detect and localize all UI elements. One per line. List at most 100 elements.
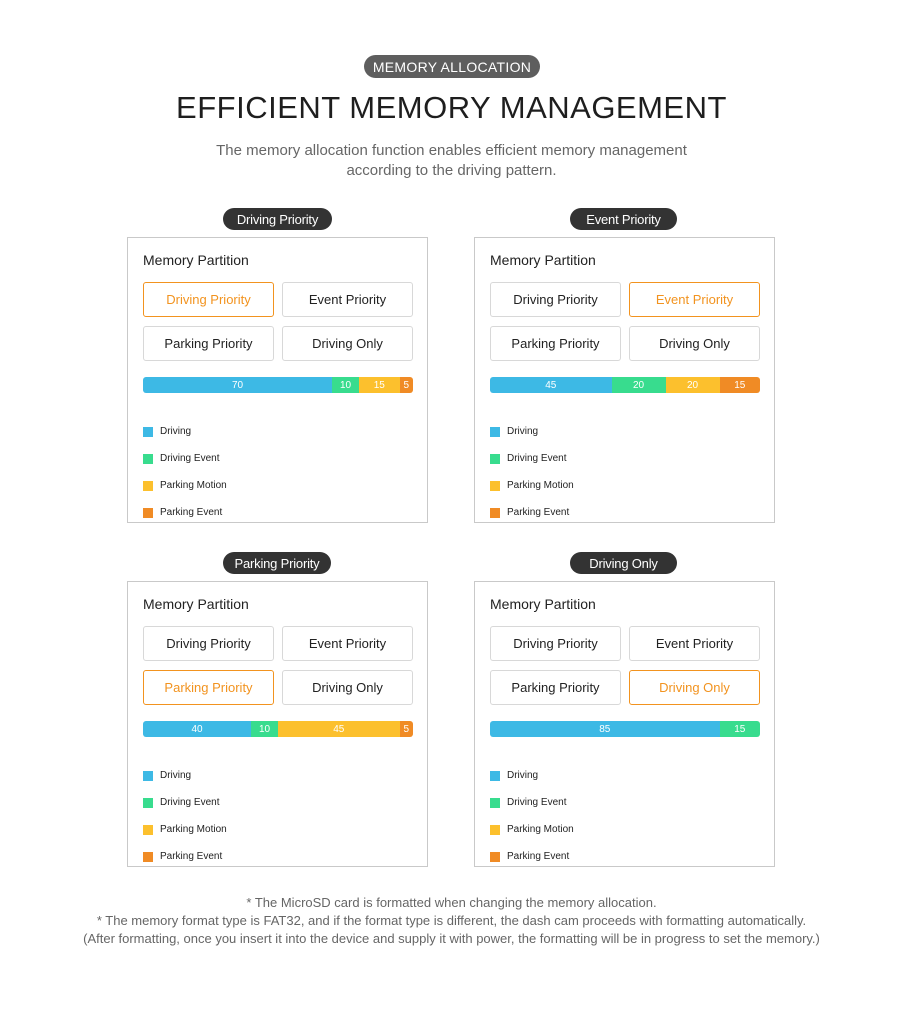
legend-swatch [490,507,500,518]
card-title: Memory Partition [143,596,249,612]
bar-segment-parking-motion: 45 [278,721,400,737]
legend: Driving Driving Event Parking Motion Parkin… [490,762,574,870]
legend-label: Parking Motion [507,480,574,491]
bar-segment-driving-event: 10 [332,377,359,393]
option-event-priority-button[interactable]: Event Priority [282,282,413,317]
option-driving-priority-button[interactable]: Driving Priority [490,626,621,661]
legend-swatch [490,426,500,437]
legend-item-driving-event: Driving Event [490,789,574,816]
card-title: Memory Partition [490,596,596,612]
legend-swatch [143,426,153,437]
legend-swatch [143,851,153,862]
legend-label: Driving Event [507,453,567,464]
legend-swatch [143,507,153,518]
allocation-bar: 85 15 [490,721,760,737]
legend-label: Driving [507,770,539,781]
bar-segment-driving-event: 20 [611,377,666,393]
legend-label: Parking Event [160,851,223,862]
memory-allocation-badge: MEMORY ALLOCATION [364,55,540,78]
page-subtitle: The memory allocation function enables e… [0,141,903,181]
legend-label: Driving [160,426,192,437]
option-event-priority-button[interactable]: Event Priority [629,282,760,317]
legend-item-parking-event: Parking Event [490,843,574,870]
option-parking-priority-button[interactable]: Parking Priority [490,670,621,705]
mode-label-pill: Event Priority [570,208,677,230]
bar-segment-parking-event: 5 [399,377,413,393]
footer-note-2: * The memory format type is FAT32, and i… [96,913,807,928]
footer-note-3: (After formatting, once you insert it in… [83,931,820,946]
legend-label: Parking Event [507,507,570,518]
legend-item-driving: Driving [490,418,574,445]
legend-item-parking-motion: Parking Motion [490,816,574,843]
allocation-bar: 70 10 15 5 [143,377,413,393]
subtitle-line-1: The memory allocation function enables e… [216,142,687,159]
option-driving-priority-button[interactable]: Driving Priority [490,282,621,317]
legend-label: Parking Motion [160,824,227,835]
legend-label: Driving Event [160,453,220,464]
option-driving-only-button[interactable]: Driving Only [282,670,413,705]
legend-swatch [490,824,500,835]
bar-segment-driving: 70 [143,377,332,393]
legend-item-driving: Driving [143,762,227,789]
legend-swatch [143,824,153,835]
memory-partition-card: Memory Partition Driving Priority Event Pr… [474,237,775,523]
footer-note-1: * The MicroSD card is formatted when cha… [246,895,657,910]
option-parking-priority-button[interactable]: Parking Priority [490,326,621,361]
memory-partition-card: Memory Partition Driving Priority Event Pr… [474,581,775,867]
legend-item-driving-event: Driving Event [143,445,227,472]
legend-item-parking-event: Parking Event [490,499,574,526]
bar-segment-parking-event: 5 [399,721,413,737]
subtitle-line-2: according to the driving pattern. [346,162,557,179]
legend-swatch [143,480,153,491]
option-driving-only-button[interactable]: Driving Only [629,326,760,361]
legend-label: Driving [507,426,539,437]
memory-partition-card: Memory Partition Driving Priority Event Pr… [127,237,428,523]
legend-item-parking-motion: Parking Motion [143,816,227,843]
legend-label: Driving Event [160,797,220,808]
legend: Driving Driving Event Parking Motion Parkin… [143,762,227,870]
legend-item-driving-event: Driving Event [143,789,227,816]
legend-swatch [490,453,500,464]
legend: Driving Driving Event Parking Motion Parkin… [490,418,574,526]
card-title: Memory Partition [143,252,249,268]
bar-segment-driving: 40 [143,721,251,737]
legend-item-driving-event: Driving Event [490,445,574,472]
legend-label: Parking Motion [160,480,227,491]
legend-swatch [143,797,153,808]
option-driving-only-button[interactable]: Driving Only [282,326,413,361]
legend-swatch [490,797,500,808]
legend-label: Parking Event [507,851,570,862]
allocation-bar: 40 10 45 5 [143,721,413,737]
legend-label: Parking Motion [507,824,574,835]
mode-label-pill: Driving Only [570,552,677,574]
bar-segment-parking-motion: 15 [359,377,400,393]
option-event-priority-button[interactable]: Event Priority [629,626,760,661]
legend-item-parking-event: Parking Event [143,843,227,870]
bar-segment-driving-event: 10 [251,721,278,737]
memory-partition-card: Memory Partition Driving Priority Event Pr… [127,581,428,867]
page-title: EFFICIENT MEMORY MANAGEMENT [176,90,727,125]
bar-segment-driving-event: 15 [719,721,760,737]
legend-swatch [143,453,153,464]
legend-item-driving: Driving [143,418,227,445]
option-parking-priority-button[interactable]: Parking Priority [143,670,274,705]
legend-swatch [143,770,153,781]
legend-swatch [490,480,500,491]
option-event-priority-button[interactable]: Event Priority [282,626,413,661]
bar-segment-parking-motion: 20 [665,377,720,393]
mode-label-pill: Parking Priority [223,552,331,574]
bar-segment-driving: 45 [490,377,612,393]
option-driving-priority-button[interactable]: Driving Priority [143,282,274,317]
option-parking-priority-button[interactable]: Parking Priority [143,326,274,361]
card-title: Memory Partition [490,252,596,268]
legend-swatch [490,851,500,862]
legend-item-parking-motion: Parking Motion [490,472,574,499]
legend: Driving Driving Event Parking Motion Parkin… [143,418,227,526]
option-driving-only-button[interactable]: Driving Only [629,670,760,705]
legend-item-parking-motion: Parking Motion [143,472,227,499]
legend-label: Driving [160,770,192,781]
option-driving-priority-button[interactable]: Driving Priority [143,626,274,661]
bar-segment-driving: 85 [490,721,720,737]
allocation-bar: 45 20 20 15 [490,377,760,393]
legend-label: Driving Event [507,797,567,808]
